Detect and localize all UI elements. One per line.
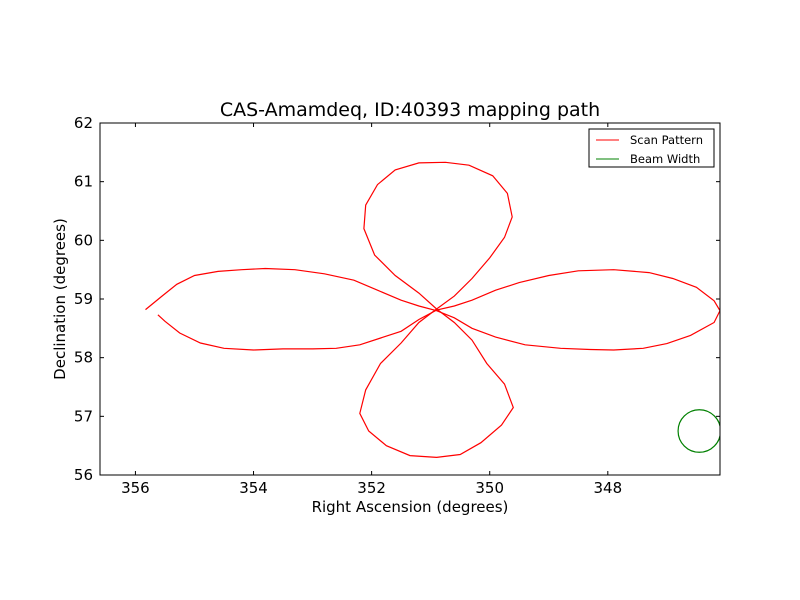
y-axis-title: Declination (degrees) xyxy=(51,218,69,380)
y-tick-label: 61 xyxy=(74,173,93,191)
plot-area xyxy=(100,123,720,475)
legend: Scan Pattern Beam Width xyxy=(588,128,715,168)
series-layer xyxy=(145,161,720,459)
legend-label-beam-width: Beam Width xyxy=(630,152,700,166)
y-axis: 56 57 58 59 60 61 62 xyxy=(74,114,720,484)
y-tick-label: 59 xyxy=(74,290,93,308)
y-tick-label: 57 xyxy=(74,407,93,425)
x-tick-label: 350 xyxy=(475,479,504,497)
scan-pattern-line-1 xyxy=(359,161,514,459)
legend-label-scan-pattern: Scan Pattern xyxy=(630,133,703,147)
x-tick-label: 348 xyxy=(593,479,622,497)
y-tick-label: 60 xyxy=(74,231,93,249)
beam-width-circle xyxy=(677,409,720,453)
x-tick-label: 356 xyxy=(121,479,150,497)
x-axis: 356 354 352 350 348 xyxy=(121,123,622,497)
y-tick-label: 56 xyxy=(74,466,93,484)
y-tick-label: 58 xyxy=(74,349,93,367)
x-tick-label: 352 xyxy=(357,479,386,497)
x-axis-title: Right Ascension (degrees) xyxy=(312,498,509,516)
legend-box xyxy=(588,128,715,168)
scan-pattern-line-0 xyxy=(145,267,720,351)
chart-title: CAS-Amamdeq, ID:40393 mapping path xyxy=(220,99,600,121)
y-tick-label: 62 xyxy=(74,114,93,132)
x-tick-label: 354 xyxy=(239,479,268,497)
